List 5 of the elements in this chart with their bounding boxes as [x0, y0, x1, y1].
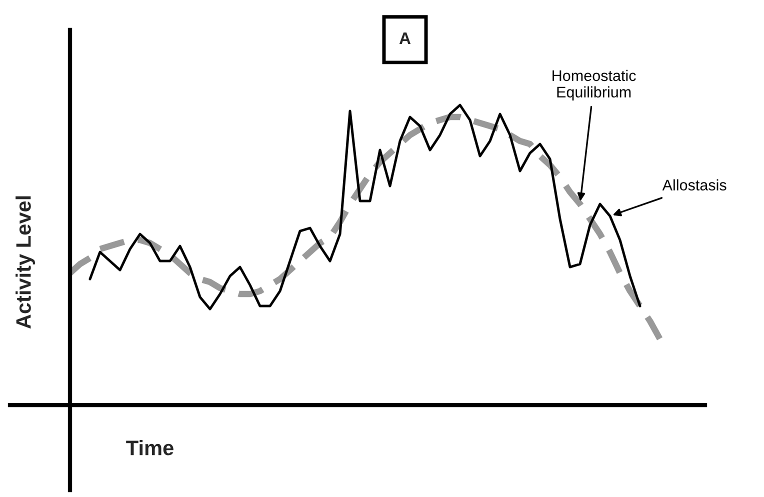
- y-axis-title: Activity Level: [16, 196, 35, 329]
- text: Homeostatic Equilibrium: [552, 70, 636, 101]
- chart-title: A: [399, 32, 411, 44]
- x-axis-title: Time: [126, 440, 174, 456]
- text: Allostasis: [662, 179, 726, 190]
